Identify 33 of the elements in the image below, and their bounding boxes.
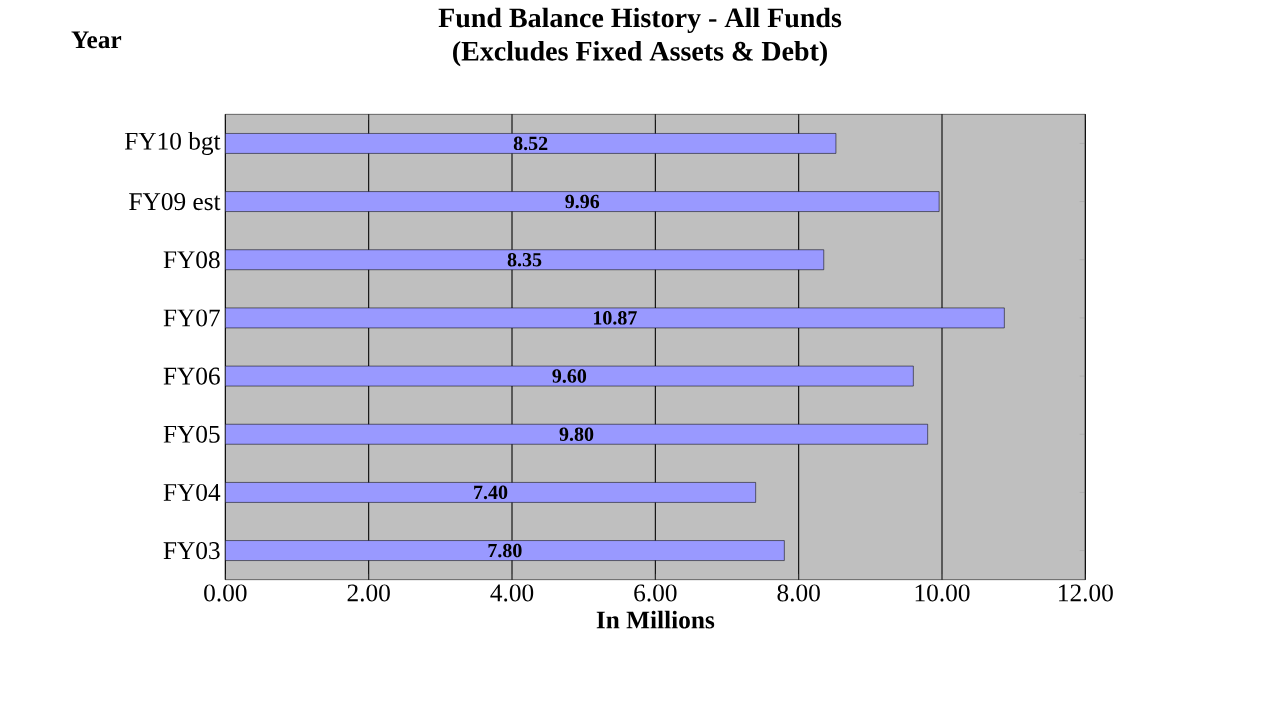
x-tick-label: 2.00 bbox=[347, 584, 390, 602]
x-tick-label: 4.00 bbox=[490, 584, 534, 602]
bar bbox=[225, 133, 837, 154]
bar bbox=[225, 540, 785, 561]
y-tick-label: FY06 bbox=[163, 367, 220, 385]
bar bbox=[225, 249, 825, 271]
bar bbox=[225, 423, 928, 445]
y-tick-label: FY07 bbox=[163, 309, 220, 327]
y-tick-label: FY03 bbox=[163, 542, 220, 560]
bar bbox=[225, 191, 940, 212]
data-label: 10.87 bbox=[593, 311, 637, 325]
x-tick-label: 8.00 bbox=[777, 584, 820, 602]
data-label: 7.80 bbox=[488, 543, 522, 558]
data-label: 9.96 bbox=[565, 194, 600, 209]
y-axis-title: Year bbox=[71, 31, 122, 49]
x-axis-title: In Millions bbox=[596, 610, 715, 629]
bar bbox=[225, 482, 756, 503]
y-tick-label: FY08 bbox=[163, 251, 220, 269]
x-tick-label: 6.00 bbox=[634, 584, 677, 602]
y-tick-label: FY05 bbox=[163, 425, 220, 443]
x-tick-label: 0.00 bbox=[204, 584, 247, 602]
y-tick-label: FY10 bgt bbox=[124, 131, 221, 155]
chart-subtitle: (Excludes Fixed Assets & Debt) bbox=[453, 40, 827, 67]
y-tick-label: FY04 bbox=[163, 483, 221, 501]
data-label: 8.52 bbox=[513, 136, 548, 151]
data-label: 9.60 bbox=[552, 369, 587, 383]
data-label: 8.35 bbox=[507, 252, 542, 267]
data-label: 9.80 bbox=[559, 427, 594, 442]
x-tick-label: 10.00 bbox=[915, 584, 970, 602]
data-label: 7.40 bbox=[474, 485, 508, 500]
y-tick-label: FY09 est bbox=[129, 193, 221, 211]
x-tick-label: 12.00 bbox=[1059, 584, 1113, 602]
chart-title: Fund Balance History - All Funds bbox=[438, 7, 842, 34]
